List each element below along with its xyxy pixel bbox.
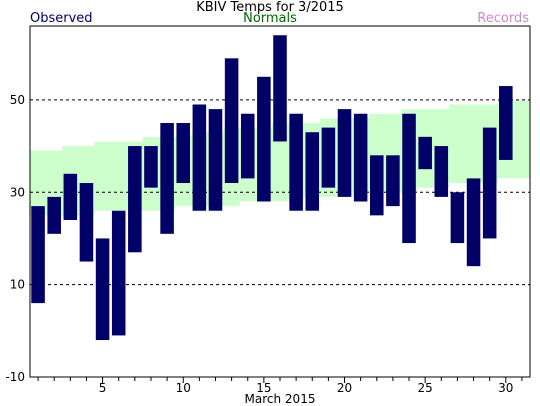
observed-bar-day-27 xyxy=(450,192,465,244)
observed-bar-day-3 xyxy=(63,173,78,220)
y-tick-label-30: 30 xyxy=(10,185,25,199)
observed-bar-day-2 xyxy=(47,196,61,234)
observed-bar-day-30 xyxy=(499,86,513,160)
x-tick-label-15: 15 xyxy=(256,381,271,395)
chart-title: KBIV Temps for 3/2015 xyxy=(196,0,344,15)
observed-bar-day-28 xyxy=(466,178,481,267)
y-tick-label-10: 10 xyxy=(10,278,25,292)
observed-bar-day-14 xyxy=(240,113,255,179)
observed-bar-day-12 xyxy=(208,109,223,211)
observed-bar-day-19 xyxy=(321,127,336,188)
y-tick-label--10: -10 xyxy=(5,370,25,384)
x-tick-label-10: 10 xyxy=(176,381,191,395)
axes: -10 10 30 50 5 10 15 20 25 30 xyxy=(5,93,523,395)
legend-observed: Observed xyxy=(30,11,93,26)
y-tick-label-50: 50 xyxy=(10,93,25,107)
observed-bar-day-6 xyxy=(111,210,126,336)
observed-bar-day-5 xyxy=(95,238,110,341)
observed-bar-day-26 xyxy=(434,146,449,197)
observed-bar-day-9 xyxy=(160,122,174,234)
observed-bar-day-13 xyxy=(224,58,239,184)
legend-records: Records xyxy=(477,11,529,26)
x-axis-label: March 2015 xyxy=(245,392,316,406)
x-tick-label-30: 30 xyxy=(498,381,513,395)
observed-bar-day-15 xyxy=(257,76,271,202)
observed-bar-day-17 xyxy=(289,113,303,211)
observed-bar-day-11 xyxy=(192,104,207,211)
legend-normals: Normals xyxy=(243,11,297,26)
x-tick-label-25: 25 xyxy=(418,381,433,395)
observed-bar-day-1 xyxy=(31,206,45,304)
observed-bar-day-10 xyxy=(176,122,190,184)
observed-bar-day-18 xyxy=(305,132,320,211)
observed-bar-day-29 xyxy=(482,127,497,239)
observed-bar-day-23 xyxy=(386,155,400,207)
observed-bar-day-4 xyxy=(79,183,94,262)
observed-bar-day-8 xyxy=(144,146,158,188)
observed-bar-day-22 xyxy=(370,155,384,216)
observed-bar-day-25 xyxy=(418,136,432,170)
observed-bar-day-20 xyxy=(337,109,352,197)
observed-bars xyxy=(31,35,513,341)
observed-bar-day-24 xyxy=(402,113,416,244)
observed-bar-day-21 xyxy=(353,113,368,202)
observed-bar-day-16 xyxy=(273,35,287,142)
x-tick-label-5: 5 xyxy=(99,381,107,395)
x-tick-label-20: 20 xyxy=(337,381,352,395)
observed-bar-day-7 xyxy=(128,146,142,253)
